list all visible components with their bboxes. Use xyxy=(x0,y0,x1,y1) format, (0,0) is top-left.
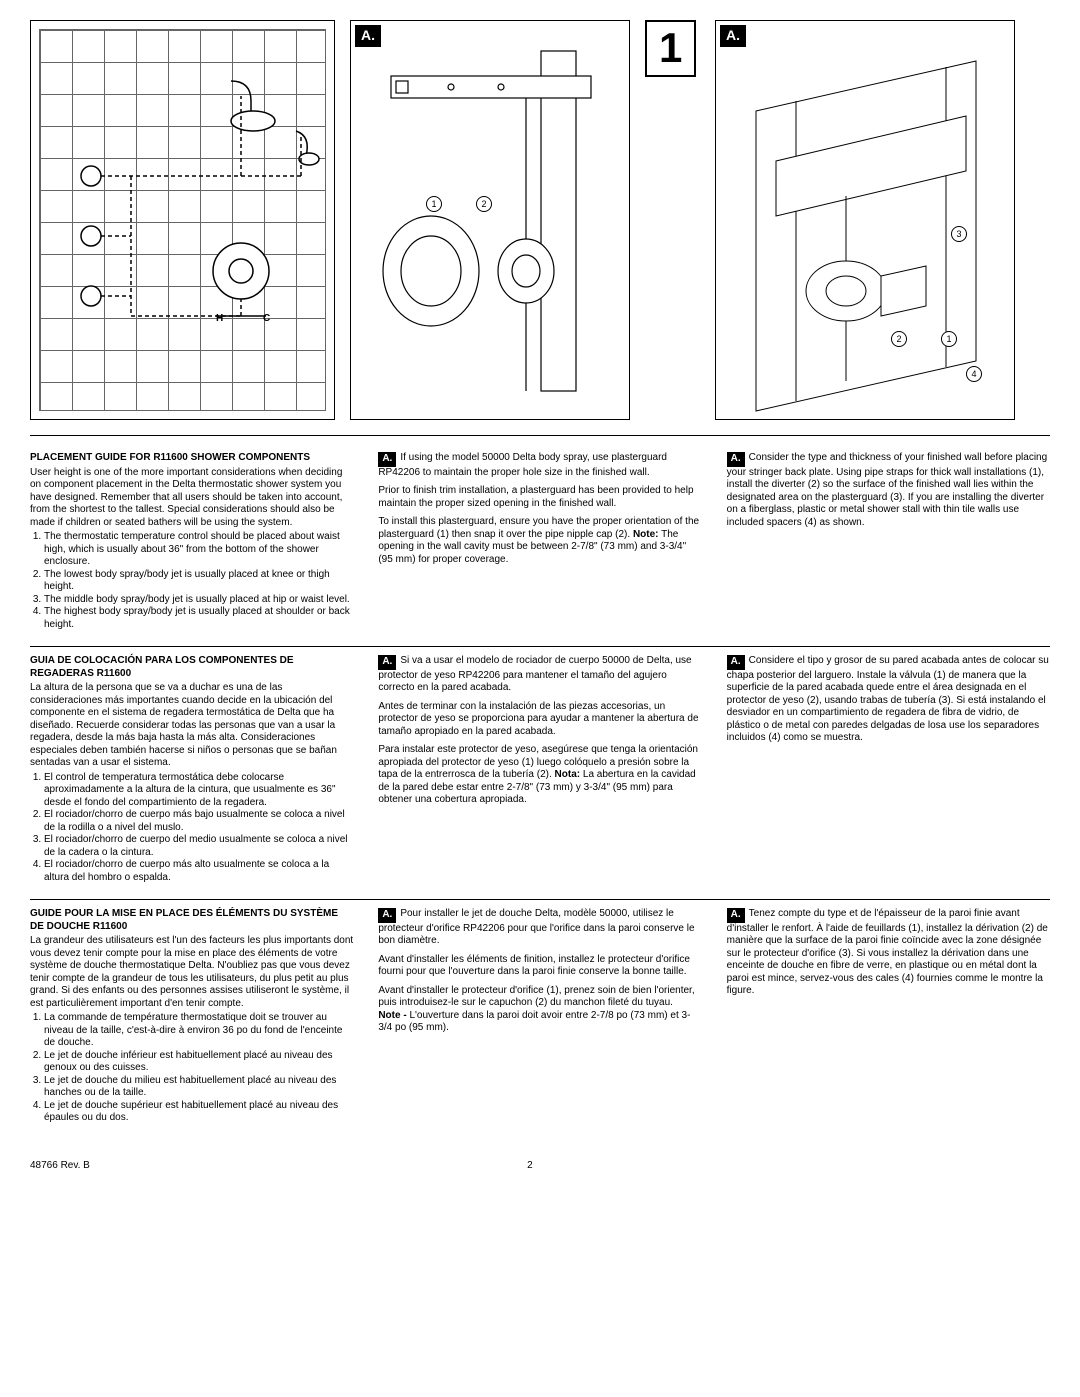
es-li3: El rociador/chorro de cuerpo del medio u… xyxy=(44,834,353,859)
label-a-icon-es-r: A. xyxy=(727,655,745,670)
en-li2: The lowest body spray/body jet is usuall… xyxy=(44,569,353,594)
col-right-fr: A.Tenez compte du type et de l'épaisseur… xyxy=(727,908,1050,1125)
shower-diagram: H C xyxy=(31,21,336,421)
en-li1: The thermostatic temperature control sho… xyxy=(44,531,353,569)
row-french: GUIDE POUR LA MISE EN PLACE DES ÉLÉMENTS… xyxy=(30,900,1050,1140)
en-li4: The highest body spray/body jet is usual… xyxy=(44,606,353,631)
col-left-es: GUIA DE COLOCACIÓN PARA LOS COMPONENTES … xyxy=(30,655,353,884)
en-right: Consider the type and thickness of your … xyxy=(727,452,1048,528)
callout-4b: 4 xyxy=(966,366,982,382)
fr-mid-2: Avant d'installer les éléments de finiti… xyxy=(378,954,701,979)
step-block: 1 xyxy=(645,20,700,420)
es-li4: El rociador/chorro de cuerpo más alto us… xyxy=(44,859,353,884)
col-right-es: A.Considere el tipo y grosor de su pared… xyxy=(727,655,1050,884)
label-a-icon-es: A. xyxy=(378,655,396,670)
list-en: The thermostatic temperature control sho… xyxy=(30,531,353,631)
intro-es: La altura de la persona que se va a duch… xyxy=(30,682,353,770)
page-footer: 48766 Rev. B 2 xyxy=(30,1160,1050,1173)
row-english: PLACEMENT GUIDE FOR R11600 SHOWER COMPON… xyxy=(30,444,1050,647)
es-mid-1: Si va a usar el modelo de rociador de cu… xyxy=(378,655,691,693)
fr-mid-3: Avant d'installer le protecteur d'orific… xyxy=(378,985,701,1035)
fr-mid-1: Pour installer le jet de douche Delta, m… xyxy=(378,908,694,946)
diverter-diagram xyxy=(716,21,1016,421)
intro-fr: La grandeur des utilisateurs est l'un de… xyxy=(30,935,353,1010)
figure-row: H C A. xyxy=(30,20,1050,420)
label-a-icon-fr-r: A. xyxy=(727,908,745,923)
list-es: El control de temperatura termostática d… xyxy=(30,772,353,885)
callout-2b: 2 xyxy=(891,331,907,347)
col-mid-es: A.Si va a usar el modelo de rociador de … xyxy=(378,655,701,884)
label-a-icon: A. xyxy=(378,452,396,467)
col-left-en: PLACEMENT GUIDE FOR R11600 SHOWER COMPON… xyxy=(30,452,353,631)
fr-li2: Le jet de douche inférieur est habituell… xyxy=(44,1050,353,1075)
es-li1: El control de temperatura termostática d… xyxy=(44,772,353,810)
es-mid-2: Antes de terminar con la instalación de … xyxy=(378,701,701,739)
fr-li4: Le jet de douche supérieur est habituell… xyxy=(44,1100,353,1125)
title-en: PLACEMENT GUIDE FOR R11600 SHOWER COMPON… xyxy=(30,452,353,465)
figure-diverter-wall: A. 1 2 3 4 xyxy=(715,20,1015,420)
en-mid-3: To install this plasterguard, ensure you… xyxy=(378,516,701,566)
cold-label: C xyxy=(263,313,270,324)
figure-plasterguard: A. 1 2 xyxy=(350,20,630,420)
callout-2: 2 xyxy=(476,196,492,212)
callout-3b: 3 xyxy=(951,226,967,242)
hot-label: H xyxy=(216,313,223,324)
es-li2: El rociador/chorro de cuerpo más bajo us… xyxy=(44,809,353,834)
label-a-icon-fr: A. xyxy=(378,908,396,923)
es-mid-3: Para instalar este protector de yeso, as… xyxy=(378,744,701,807)
callout-1: 1 xyxy=(426,196,442,212)
row-spanish: GUIA DE COLOCACIÓN PARA LOS COMPONENTES … xyxy=(30,647,1050,900)
col-left-fr: GUIDE POUR LA MISE EN PLACE DES ÉLÉMENTS… xyxy=(30,908,353,1125)
col-mid-en: A.If using the model 50000 Delta body sp… xyxy=(378,452,701,631)
col-mid-fr: A.Pour installer le jet de douche Delta,… xyxy=(378,908,701,1125)
title-fr: GUIDE POUR LA MISE EN PLACE DES ÉLÉMENTS… xyxy=(30,908,353,933)
figure-shower-layout: H C xyxy=(30,20,335,420)
footer-left: 48766 Rev. B xyxy=(30,1160,90,1173)
en-li3: The middle body spray/body jet is usuall… xyxy=(44,594,353,607)
footer-page: 2 xyxy=(527,1160,533,1173)
intro-en: User height is one of the more important… xyxy=(30,467,353,530)
en-mid-2: Prior to finish trim installation, a pla… xyxy=(378,485,701,510)
label-a-icon-r: A. xyxy=(727,452,745,467)
step-number: 1 xyxy=(645,20,696,77)
fr-li1: La commande de température thermostatiqu… xyxy=(44,1012,353,1050)
en-mid-1: If using the model 50000 Delta body spra… xyxy=(378,452,667,478)
es-right: Considere el tipo y grosor de su pared a… xyxy=(727,655,1049,743)
fr-right: Tenez compte du type et de l'épaisseur d… xyxy=(727,908,1048,996)
divider xyxy=(30,435,1050,436)
fr-li3: Le jet de douche du milieu est habituell… xyxy=(44,1075,353,1100)
col-right-en: A.Consider the type and thickness of you… xyxy=(727,452,1050,631)
plasterguard-diagram xyxy=(351,21,631,421)
title-es: GUIA DE COLOCACIÓN PARA LOS COMPONENTES … xyxy=(30,655,353,680)
list-fr: La commande de température thermostatiqu… xyxy=(30,1012,353,1125)
callout-1b: 1 xyxy=(941,331,957,347)
